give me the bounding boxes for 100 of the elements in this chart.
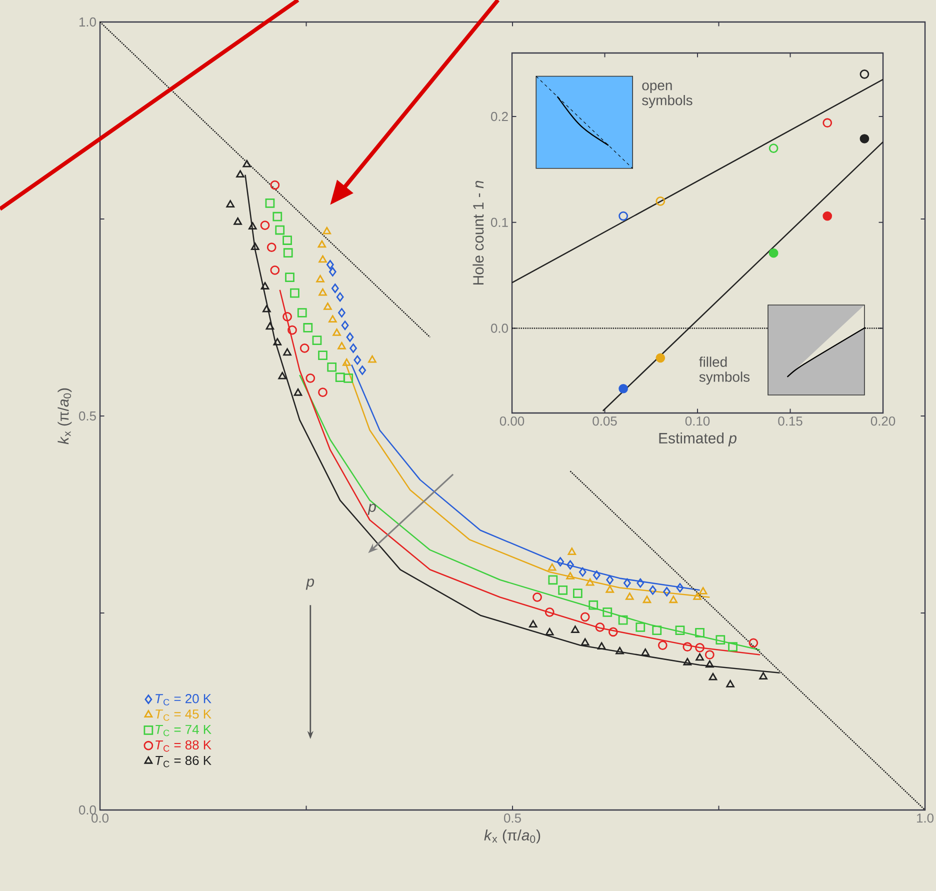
point xyxy=(663,587,670,596)
point xyxy=(708,672,718,680)
point xyxy=(606,585,614,593)
point xyxy=(548,575,558,585)
point xyxy=(566,572,574,580)
x-tick-label: 0.05 xyxy=(592,416,617,426)
point xyxy=(294,388,302,396)
point xyxy=(272,212,282,222)
point xyxy=(623,578,631,588)
point xyxy=(616,646,624,654)
point xyxy=(282,236,292,245)
point xyxy=(273,338,282,346)
point xyxy=(328,267,336,276)
point xyxy=(250,242,260,250)
point xyxy=(544,608,554,617)
point xyxy=(341,320,349,330)
point xyxy=(606,575,614,585)
y-axis-title: k$_{x}$ (π/a$_{0}$) xyxy=(58,388,72,444)
point xyxy=(693,592,702,600)
point xyxy=(698,587,708,594)
point xyxy=(322,226,332,234)
point xyxy=(332,328,341,336)
point xyxy=(586,578,594,586)
point xyxy=(338,342,346,350)
point xyxy=(331,284,339,294)
point xyxy=(580,638,590,646)
point xyxy=(306,373,316,383)
point xyxy=(728,642,738,652)
line-series xyxy=(279,289,761,656)
point xyxy=(595,622,605,632)
point xyxy=(658,640,668,650)
legend-label: T$_{C}$ = 45 K xyxy=(156,710,212,721)
point xyxy=(652,626,662,636)
point xyxy=(278,372,286,380)
annotation: filled symbols xyxy=(699,356,750,385)
point xyxy=(548,563,556,571)
point xyxy=(636,622,646,632)
y-tick-label: 0.1 xyxy=(490,218,508,227)
point xyxy=(324,302,332,310)
point xyxy=(297,308,307,318)
point xyxy=(558,585,568,595)
y-tick-label: 0.2 xyxy=(490,112,508,122)
point xyxy=(669,596,678,604)
point xyxy=(344,373,354,383)
y-tick-label: 0.0 xyxy=(78,805,96,815)
point xyxy=(242,160,252,168)
point xyxy=(234,217,242,225)
point xyxy=(318,288,327,296)
point xyxy=(316,274,324,282)
legend-label: T$_{C}$ = 88 K xyxy=(156,740,212,752)
x-tick-label: 0.5 xyxy=(504,814,521,823)
point xyxy=(266,242,276,252)
point xyxy=(682,642,692,652)
legend-label: T$_{C}$ = 20 K xyxy=(156,694,212,706)
point xyxy=(283,248,293,258)
y-tick-label: 1.0 xyxy=(79,17,96,27)
point xyxy=(236,170,244,178)
point xyxy=(528,620,538,628)
point xyxy=(545,628,554,636)
point xyxy=(300,344,310,353)
point xyxy=(726,680,734,688)
point xyxy=(573,588,582,598)
point xyxy=(705,650,714,660)
point xyxy=(318,255,327,263)
point xyxy=(282,312,292,322)
point xyxy=(683,658,692,666)
x-tick-label: 0.10 xyxy=(685,416,710,426)
point xyxy=(318,240,326,248)
x-tick-label: 1.0 xyxy=(916,814,934,823)
y-tick-label: 0.0 xyxy=(490,324,508,333)
point xyxy=(602,608,612,617)
legend-label: T$_{C}$ = 74 K xyxy=(156,724,212,736)
point xyxy=(260,220,270,230)
x-tick-label: 0.20 xyxy=(870,416,896,426)
point xyxy=(350,344,357,353)
point xyxy=(592,570,600,580)
point xyxy=(626,592,634,600)
point xyxy=(270,266,280,275)
point xyxy=(568,548,576,555)
point xyxy=(641,648,650,656)
x-axis-title: Estimated p xyxy=(659,432,736,446)
x-axis-title: k$_{x}$ (π/a$_{0}$) xyxy=(484,830,540,844)
point xyxy=(556,557,564,566)
point xyxy=(270,180,280,190)
point xyxy=(346,332,354,342)
point xyxy=(608,627,618,637)
point xyxy=(642,596,652,604)
point xyxy=(303,323,313,332)
point xyxy=(275,225,285,235)
point xyxy=(695,628,704,638)
point xyxy=(588,600,598,610)
legend-label: T$_{C}$ = 86 K xyxy=(156,756,212,768)
point xyxy=(260,282,270,290)
point xyxy=(358,366,366,375)
point xyxy=(266,322,274,330)
point xyxy=(676,583,684,592)
annotation: p xyxy=(306,578,314,590)
point xyxy=(327,362,337,372)
point xyxy=(226,200,235,208)
x-tick-label: 0.0 xyxy=(92,814,109,823)
